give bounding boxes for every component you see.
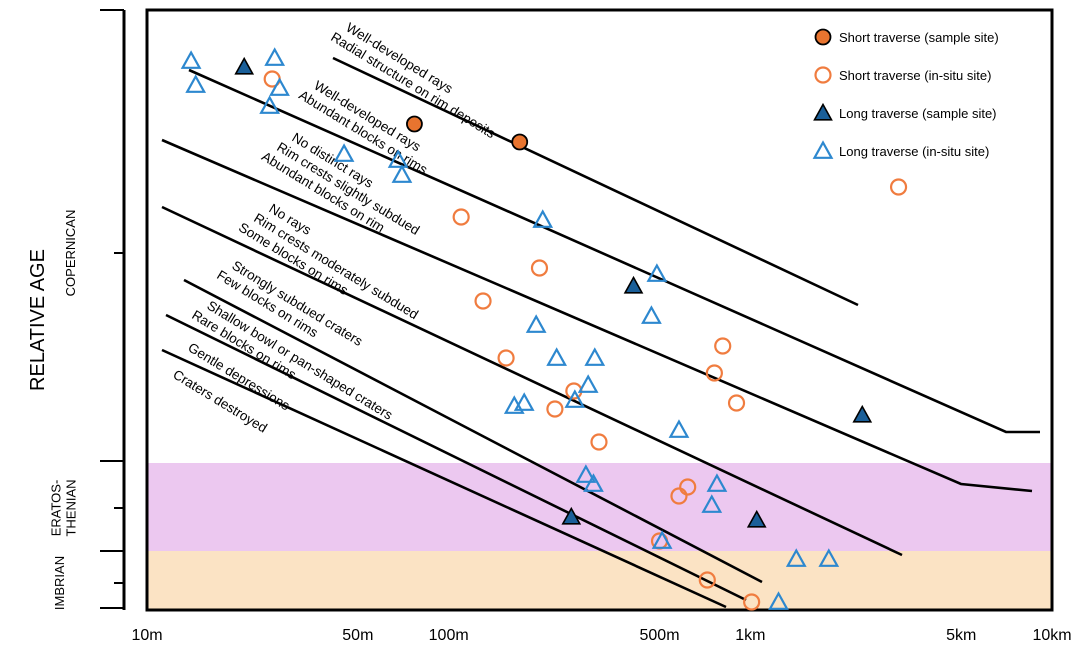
data-point-triangle-open [785, 548, 807, 567]
age-band-imbrian [147, 551, 1052, 610]
data-point-triangle-open [532, 209, 554, 228]
legend-label: Short traverse (in-situ site) [839, 68, 991, 83]
data-point-circle-open [679, 478, 697, 496]
data-point-triangle-open [651, 530, 673, 549]
series-circle-open [263, 70, 908, 611]
data-point-triangle-filled [623, 275, 644, 294]
x-tick-label: 10m [131, 627, 162, 644]
boundary-line [188, 68, 1040, 434]
y-axis-title: RELATIVE AGE [27, 249, 49, 391]
series-triangle-open [180, 47, 840, 610]
data-points [180, 47, 908, 611]
data-point-circle-open [530, 259, 549, 277]
era-label: ERATOS-THENIAN [49, 479, 79, 536]
data-point-triangle-open [641, 305, 662, 324]
data-point-triangle-open [333, 143, 355, 162]
data-point-circle-filled [511, 133, 529, 151]
x-tick-label: 50m [342, 627, 373, 644]
data-point-triangle-open [269, 77, 290, 96]
era-label-line: THENIAN [64, 479, 79, 536]
data-point-circle-open [698, 571, 716, 589]
data-point-triangle-open [668, 419, 690, 438]
legend-label: Short traverse (sample site) [839, 30, 999, 45]
data-point-triangle-open [546, 347, 568, 366]
data-point-circle-open [705, 364, 723, 382]
data-point-triangle-filled [852, 404, 873, 423]
age-band-copernican [147, 10, 1052, 463]
data-point-circle-open [497, 349, 515, 367]
data-point-triangle-open [525, 314, 547, 333]
data-point-circle-open [714, 337, 732, 355]
data-point-triangle-open [646, 263, 668, 282]
era-label-line: ERATOS- [49, 480, 64, 537]
legend-marker [813, 102, 833, 121]
data-point-triangle-open [513, 392, 535, 411]
boundary-line [161, 348, 727, 609]
series-circle-filled [406, 115, 529, 151]
data-point-circle-open [889, 178, 908, 196]
data-point-triangle-open [259, 95, 281, 114]
data-point-triangle-open [706, 473, 728, 492]
legend-label: Long traverse (in-situ site) [839, 144, 989, 159]
legend-label: Long traverse (sample site) [839, 106, 997, 121]
plot-frame [145, 8, 1054, 612]
boundary-line [161, 205, 903, 557]
x-tick-label: 1km [735, 627, 765, 644]
era-label-line: IMBRIAN [52, 556, 67, 610]
data-point-triangle-open [584, 347, 606, 366]
data-point-triangle-open [577, 374, 599, 393]
data-point-triangle-open [391, 164, 413, 183]
x-tick-label: 500m [640, 627, 680, 644]
data-point-triangle-open [701, 494, 723, 513]
series-triangle-filled [234, 56, 873, 528]
boundary-line [165, 313, 747, 602]
data-point-triangle-open [575, 464, 597, 483]
x-tick-label: 5km [946, 627, 976, 644]
data-point-triangle-open [185, 74, 207, 93]
data-point-triangle-open [818, 548, 840, 567]
boundary-line [183, 278, 763, 584]
x-axis-ticks: 10m 50m 100m 500m 1km 5km 10km [131, 627, 1071, 644]
relative-age-bar: RELATIVE AGE COPERNICAN ERATOS-THENIAN IMBR… [27, 9, 126, 610]
era-label: COPERNICAN [63, 210, 78, 297]
era-label-line: COPERNICAN [63, 210, 78, 297]
data-point-circle-open [590, 433, 608, 451]
data-point-triangle-open [264, 47, 286, 66]
data-point-triangle-open [768, 591, 789, 610]
era-label: IMBRIAN [52, 556, 67, 610]
data-point-circle-open [546, 400, 564, 418]
data-point-circle-open [727, 394, 746, 412]
data-point-triangle-open [564, 389, 586, 408]
data-point-triangle-filled [746, 509, 767, 528]
legend-marker [812, 140, 834, 159]
boundary-line [161, 138, 1033, 493]
legend-marker [814, 66, 832, 84]
data-point-circle-open [452, 208, 470, 226]
boundary-line [332, 56, 859, 307]
data-point-triangle-open [387, 149, 409, 168]
data-point-circle-open [474, 292, 492, 310]
data-point-circle-open [670, 487, 688, 505]
age-band-eratos [147, 463, 1052, 551]
age-period-bands [147, 10, 1052, 610]
data-point-triangle-open [583, 473, 604, 492]
data-point-circle-filled [406, 115, 423, 133]
legend-marker [814, 28, 832, 46]
data-point-triangle-filled [561, 506, 582, 525]
legend: Short traverse (sample site) Short traver… [812, 28, 999, 159]
x-tick-label: 10km [1032, 627, 1071, 644]
data-point-triangle-open [180, 50, 202, 69]
x-tick-label: 100m [429, 627, 469, 644]
degradation-boundary-lines [161, 56, 1040, 609]
data-point-triangle-filled [234, 56, 255, 75]
data-point-circle-open [743, 593, 761, 611]
